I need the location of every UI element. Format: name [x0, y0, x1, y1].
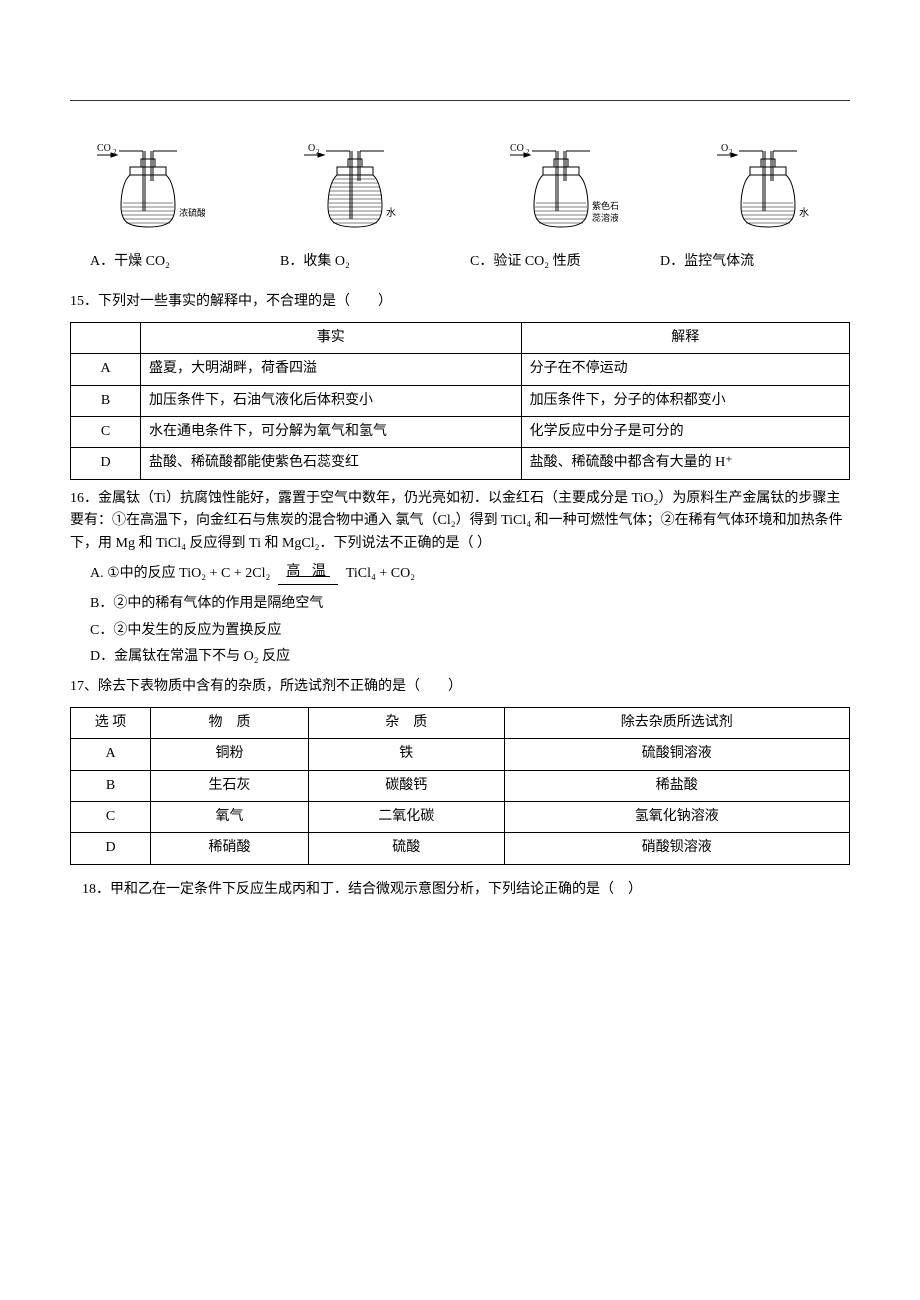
q18-stem: 18．甲和乙在一定条件下反应生成丙和丁．结合微观示意图分析，下列结论正确的是（ … [70, 879, 850, 901]
q17-h3: 除去杂质所选试剂 [504, 707, 850, 738]
diagram-c: CO 2 紫色石 蕊溶液 [493, 141, 633, 231]
q16-opt-d: D．金属钛在常温下不与 O₂ 反应 [90, 646, 850, 668]
q16-opt-c: C．②中发生的反应为置换反应 [90, 620, 850, 642]
q14-options: A．干燥 CO₂ B．收集 O₂ C．验证 CO₂ 性质 D．监控气体流 [90, 251, 850, 273]
q16-a-suffix: TiCl₄ + CO₂ [346, 563, 415, 585]
table-row: C 水在通电条件下，可分解为氧气和氢气 化学反应中分子是可分的 [71, 416, 850, 447]
q17-table: 选 项 物 质 杂 质 除去杂质所选试剂 A 铜粉 铁 硫酸铜溶液 B 生石灰 … [70, 707, 850, 865]
diagram-b: O 2 [287, 141, 427, 231]
q14-opt-c: C．验证 CO₂ 性质 [470, 251, 660, 273]
reaction-condition: 高 温 [278, 561, 338, 587]
diagram-a: CO 2 浓硫酸 [80, 141, 220, 231]
gas-label-o2: O [308, 143, 315, 154]
q15-h1: 事实 [141, 322, 522, 353]
q16-opt-a: A. ①中的反应 TiO₂ + C + 2Cl₂ 高 温 TiCl₄ + CO₂ [90, 561, 850, 587]
table-row: D 盐酸、稀硫酸都能使紫色石蕊变红 盐酸、稀硫酸中都含有大量的 H⁺ [71, 448, 850, 479]
q15-table: 事实 解释 A 盛夏，大明湖畔，荷香四溢 分子在不停运动 B 加压条件下，石油气… [70, 322, 850, 480]
table-row: A 盛夏，大明湖畔，荷香四溢 分子在不停运动 [71, 354, 850, 385]
flask-label-c2: 蕊溶液 [592, 212, 618, 223]
gas-label-o2-2: O [721, 143, 728, 154]
table-row: D 稀硝酸 硫酸 硝酸钡溶液 [71, 833, 850, 864]
table-row: B 生石灰 碳酸钙 稀盐酸 [71, 770, 850, 801]
page-header-rule [70, 100, 850, 101]
q17-stem: 17、除去下表物质中含有的杂质，所选试剂不正确的是（ ） [70, 676, 850, 698]
flask-label-d: 水 [799, 207, 809, 219]
q17-h0: 选 项 [71, 707, 151, 738]
q15-h0 [71, 322, 141, 353]
diagram-d: O 2 水 [700, 141, 840, 231]
table-row: B 加压条件下，石油气液化后体积变小 加压条件下，分子的体积都变小 [71, 385, 850, 416]
q15-stem: 15．下列对一些事实的解释中，不合理的是（ ） [70, 291, 850, 313]
q14-opt-d: D．监控气体流 [660, 251, 850, 273]
q16-a-prefix: A. ①中的反应 TiO₂ + C + 2Cl₂ [90, 563, 270, 585]
q14-opt-a: A．干燥 CO₂ [90, 251, 280, 273]
q17-h1: 物 质 [151, 707, 309, 738]
table-row: C 氧气 二氧化碳 氢氧化钠溶液 [71, 802, 850, 833]
flask-label-a: 浓硫酸 [179, 207, 205, 218]
q14-opt-b: B．收集 O₂ [280, 251, 470, 273]
q14-diagrams: CO 2 浓硫酸 [70, 141, 850, 231]
gas-label-co2-2: CO [510, 143, 524, 154]
flask-label-b: 水 [386, 207, 396, 219]
q17-h2: 杂 质 [309, 707, 505, 738]
table-row: A 铜粉 铁 硫酸铜溶液 [71, 739, 850, 770]
gas-label-co2: CO [97, 143, 111, 154]
q16-opt-b: B．②中的稀有气体的作用是隔绝空气 [90, 593, 850, 615]
flask-label-c1: 紫色石 [592, 200, 618, 211]
q16-stem: 16．金属钛（Ti）抗腐蚀性能好，露置于空气中数年，仍光亮如初．以金红石（主要成… [70, 488, 850, 555]
q15-h2: 解释 [521, 322, 849, 353]
